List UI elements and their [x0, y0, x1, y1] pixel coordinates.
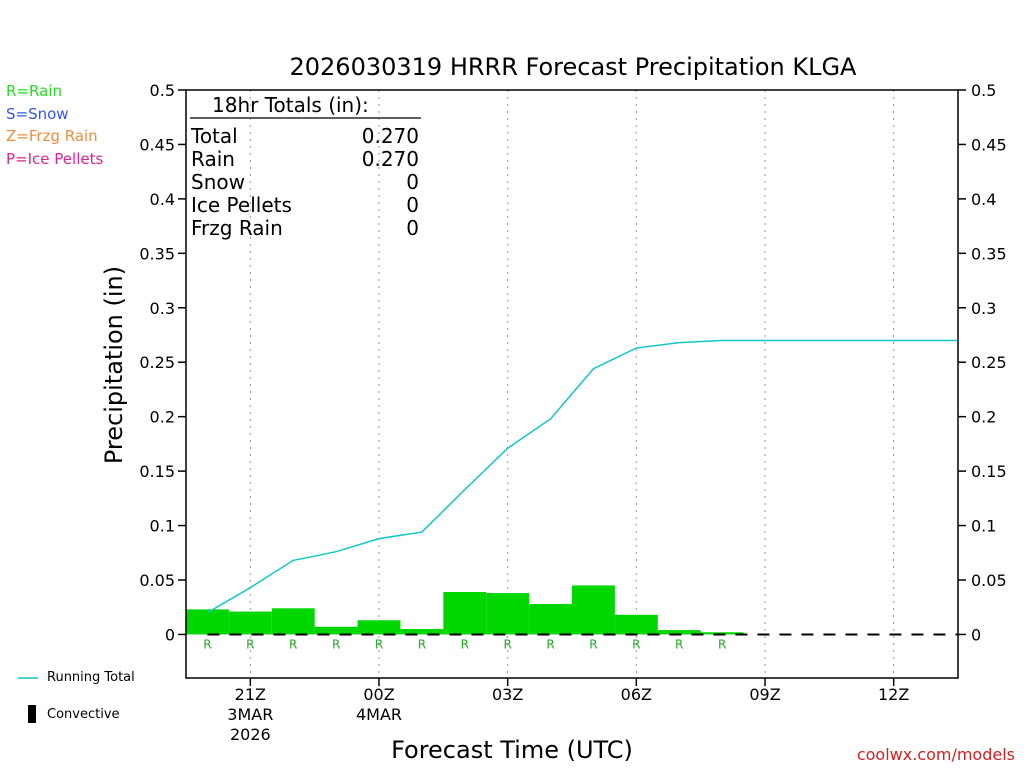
totals-box: 18hr Totals (in): Total 0.270 Rain 0.270… [190, 93, 421, 240]
y-tick-label-right: 0.15 [971, 462, 1007, 481]
x-tick-label: 03Z [492, 685, 523, 704]
x-tick-year: 2026 [230, 725, 271, 744]
precip-bar [357, 620, 401, 635]
ptype-legend-ice-pellets: P=Ice Pellets [6, 149, 104, 168]
chart-title: 2026030319 HRRR Forecast Precipitation K… [290, 53, 858, 81]
y-tick-label-right: 0.25 [971, 353, 1007, 372]
x-tick-label: 00Z [363, 685, 394, 704]
precip-bar [614, 614, 658, 635]
ptype-legend-snow: S=Snow [6, 104, 69, 123]
totals-value-snow: 0 [406, 170, 419, 194]
totals-label-frzg-rain: Frzg Rain [191, 216, 283, 240]
y-tick-label-left: 0.45 [139, 135, 175, 154]
precip-bars [186, 585, 744, 635]
x-tick-label: 09Z [749, 685, 780, 704]
x-tick-date: 3MAR [227, 705, 273, 724]
precip-bar [486, 593, 530, 635]
ptype-legend-rain: R=Rain [6, 82, 62, 100]
ptype-marker: R [246, 637, 254, 651]
ptype-marker: R [718, 637, 726, 651]
ptype-legend: R=Rain S=Snow Z=Frzg Rain P=Ice Pellets [6, 80, 103, 170]
ptype-marker: R [418, 637, 426, 651]
y-tick-label-left: 0.5 [150, 81, 175, 100]
x-tick-label: 21Z [235, 685, 266, 704]
y-tick-label-left: 0.25 [139, 353, 175, 372]
precip-bar [228, 611, 272, 635]
precip-bar [443, 591, 487, 635]
y-axis-right: 0 0.05 0.1 0.15 0.2 0.25 0.3 0.35 0.4 0.45 0.5 [958, 81, 1007, 644]
y-tick-label-left: 0.4 [150, 190, 175, 209]
ptype-marker: R [203, 637, 211, 651]
x-axis-label: Forecast Time (UTC) [391, 736, 633, 764]
y-tick-label-right: 0.4 [971, 190, 996, 209]
totals-value-ice-pellets: 0 [406, 193, 419, 217]
convective-legend-label: Convective [47, 707, 120, 722]
precip-bar [314, 626, 358, 635]
x-tick-label: 06Z [621, 685, 652, 704]
totals-value-total: 0.270 [362, 124, 419, 148]
totals-label-total: Total [190, 124, 238, 148]
ptype-marker: R [675, 637, 683, 651]
credit-link[interactable]: coolwx.com/models [856, 745, 1015, 764]
plot-frame [185, 89, 959, 679]
precip-bar [271, 608, 315, 635]
totals-label-snow: Snow [191, 170, 245, 194]
y-tick-label-right: 0.05 [971, 571, 1007, 590]
y-tick-label-right: 0 [971, 625, 981, 644]
convective-legend-swatch [28, 705, 36, 723]
y-tick-label-left: 0.3 [150, 299, 175, 318]
y-tick-label-left: 0.05 [139, 571, 175, 590]
x-tick-label: 12Z [878, 685, 909, 704]
totals-value-rain: 0.270 [362, 147, 419, 171]
precip-bar [186, 609, 229, 635]
precip-bar [572, 585, 615, 635]
ptype-marker: R [546, 637, 554, 651]
ptype-marker: R [461, 637, 469, 651]
y-tick-label-right: 0.2 [971, 408, 996, 427]
y-tick-label-right: 0.5 [971, 81, 996, 100]
ptype-marker: R [375, 637, 383, 651]
ptype-marker: R [589, 637, 597, 651]
totals-value-frzg-rain: 0 [406, 216, 419, 240]
grid-lines [249, 90, 895, 678]
y-tick-label-right: 0.45 [971, 135, 1007, 154]
y-tick-label-right: 0.3 [971, 299, 996, 318]
precip-bar [657, 630, 701, 635]
y-tick-label-left: 0.35 [139, 244, 175, 263]
running-total-line [207, 339, 958, 614]
y-tick-label-left: 0.1 [150, 517, 175, 536]
ptype-marker: R [289, 637, 297, 651]
precip-bar [700, 632, 744, 635]
precip-bar [400, 629, 444, 635]
y-axis-left: 0 0.05 0.1 0.15 0.2 0.25 0.3 0.35 0.4 0.45 0.5 [139, 81, 186, 644]
x-tick-date: 4MAR [356, 705, 402, 724]
totals-header: 18hr Totals (in): [212, 93, 369, 117]
totals-label-rain: Rain [191, 147, 235, 171]
y-tick-label-left: 0.2 [150, 408, 175, 427]
ptype-marker: R [332, 637, 340, 651]
y-tick-label-right: 0.1 [971, 517, 996, 536]
ptype-marker: R [503, 637, 511, 651]
running-total-legend-label: Running Total [47, 670, 135, 685]
precip-bar [529, 603, 572, 635]
totals-label-ice-pellets: Ice Pellets [191, 193, 292, 217]
y-tick-label-right: 0.35 [971, 244, 1007, 263]
ptype-legend-frzg-rain: Z=Frzg Rain [6, 127, 98, 146]
y-tick-label-left: 0.15 [139, 462, 175, 481]
ptype-marker: R [632, 637, 640, 651]
y-tick-label-left: 0 [165, 625, 175, 644]
y-axis-label: Precipitation (in) [100, 266, 128, 464]
